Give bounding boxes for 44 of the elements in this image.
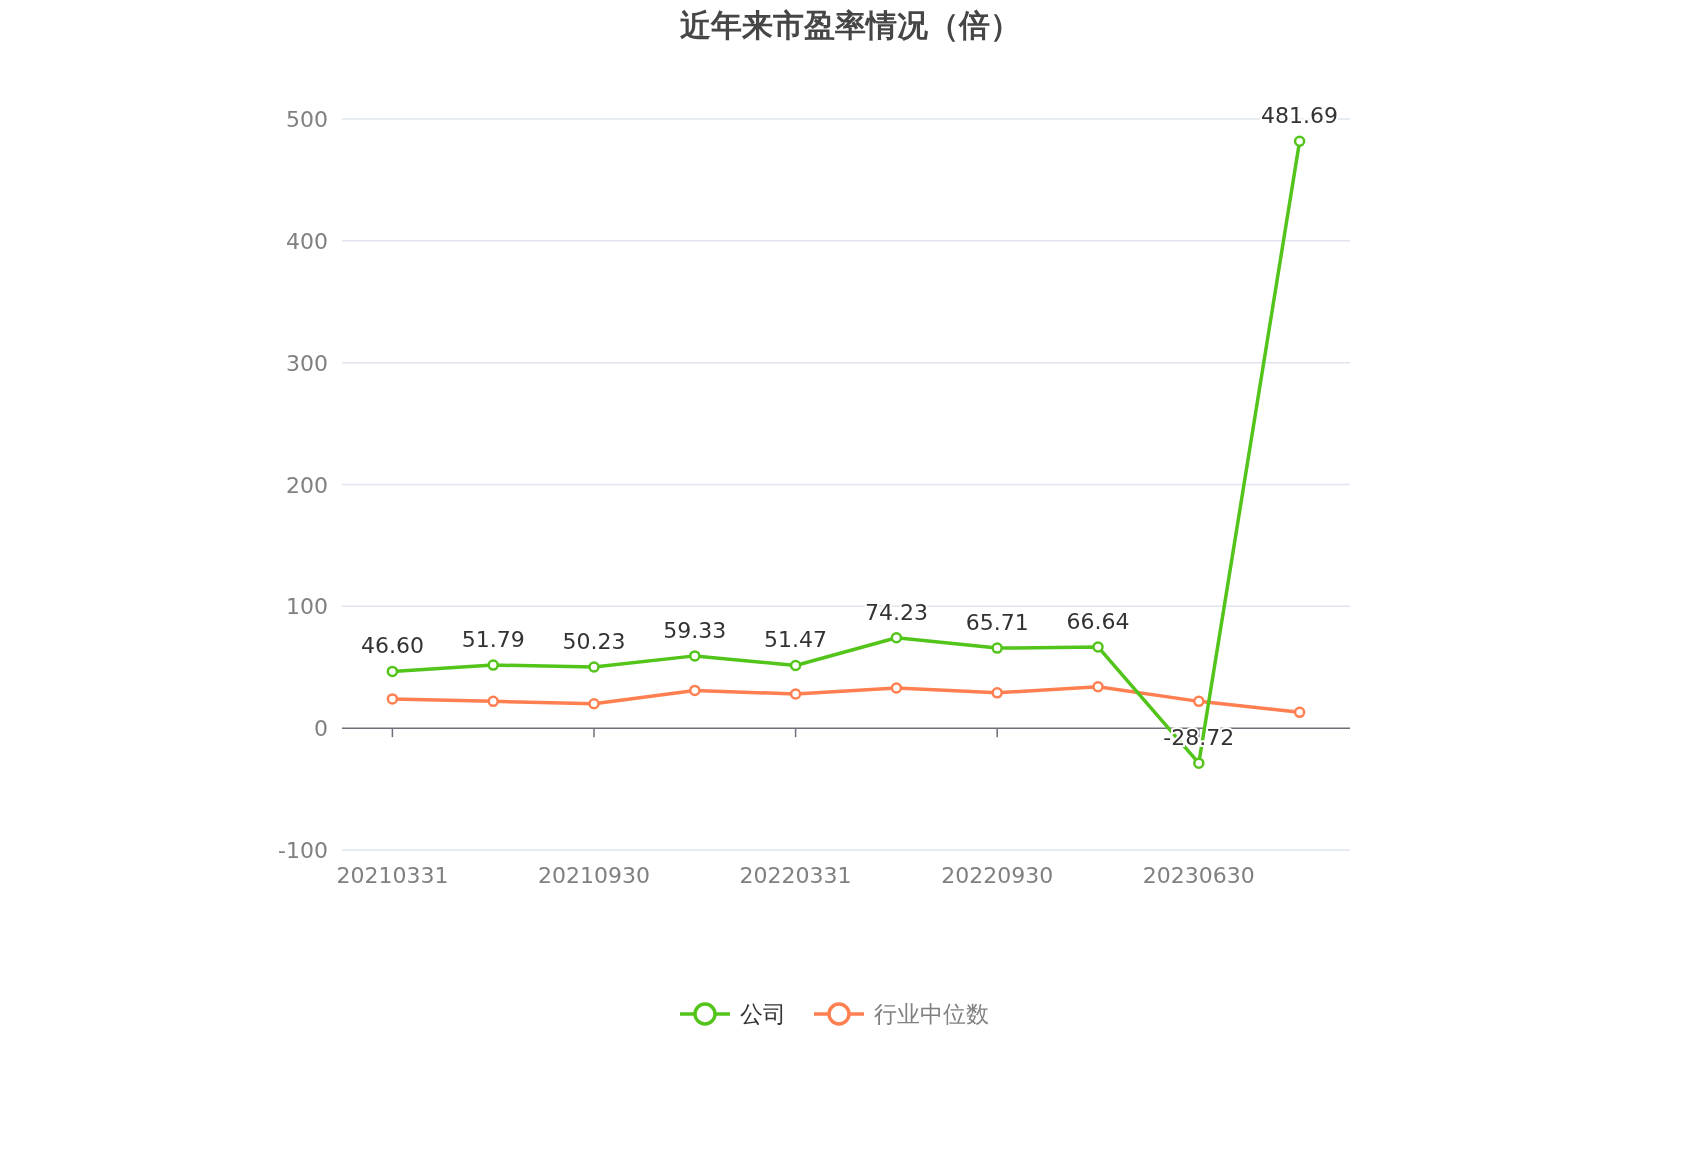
point: [386, 693, 399, 705]
data-label: 50.23: [562, 628, 626, 654]
x-tick-label: 20210930: [538, 863, 650, 888]
point: [386, 665, 399, 678]
point: [1193, 757, 1205, 769]
point: [588, 661, 600, 673]
y-tick-label: -100: [278, 838, 328, 863]
data-label: 51.47: [764, 627, 828, 653]
chart-title: 近年来市盈率情况（倍）: [679, 7, 1021, 43]
y-tick-label: 300: [286, 350, 328, 376]
data-label: 74.23: [864, 599, 928, 625]
point: [1193, 695, 1205, 708]
x-tick-label: 20220331: [739, 863, 852, 888]
point: [1293, 135, 1306, 148]
point: [689, 650, 701, 662]
point: [588, 698, 600, 710]
data-label: 66.64: [1066, 608, 1130, 634]
y-tick-label: 100: [286, 594, 328, 620]
y-tick-label: 500: [286, 107, 328, 132]
x-tick-label: 20210331: [336, 863, 449, 888]
point: [789, 659, 802, 672]
point: [1092, 680, 1104, 693]
data-label: 51.79: [461, 627, 525, 653]
point: [487, 695, 499, 708]
y-tick-label: 400: [286, 228, 328, 254]
point: [1293, 706, 1306, 719]
y-tick-label: 200: [286, 472, 328, 498]
point: [1092, 641, 1104, 653]
point: [991, 642, 1003, 654]
point: [890, 631, 903, 644]
y-tick-label: 0: [314, 716, 328, 742]
point: [487, 659, 499, 671]
point: [789, 688, 802, 700]
data-label: 46.60: [360, 633, 424, 659]
x-tick-label: 20230630: [1142, 863, 1255, 888]
data-label: 65.71: [965, 610, 1029, 636]
point: [689, 684, 701, 697]
legend-label: 公司: [740, 1001, 786, 1027]
x-tick-label: 20220930: [941, 863, 1054, 888]
data-label: 481.69: [1261, 103, 1339, 129]
point: [890, 682, 903, 694]
point: [991, 687, 1003, 699]
legend-label: 行业中位数: [874, 1001, 989, 1027]
data-label: 59.33: [663, 617, 727, 643]
